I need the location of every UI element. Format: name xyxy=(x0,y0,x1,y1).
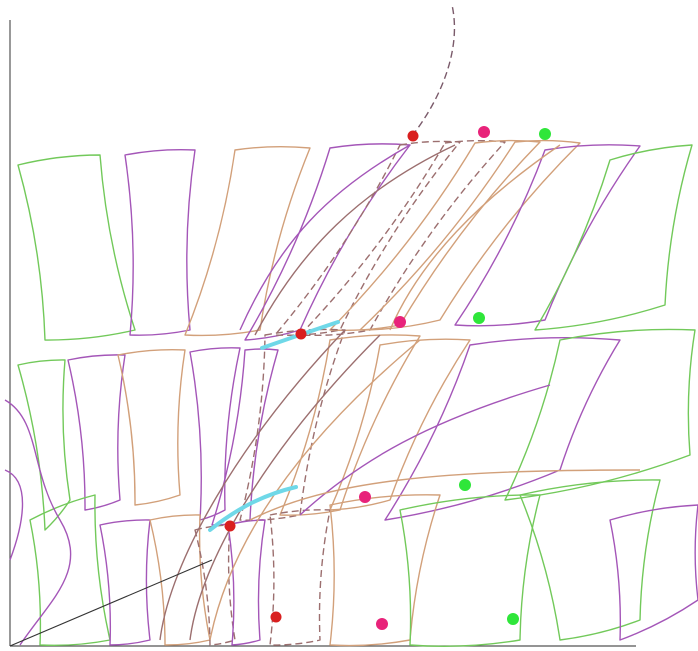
mesh-cell-row1-7 xyxy=(329,139,541,332)
mesh-cell-row2-10 xyxy=(504,328,696,501)
mesh-cell-row3-9 xyxy=(519,479,661,641)
mesh-cell-row1-1 xyxy=(17,154,136,341)
green-marker-row4 xyxy=(507,613,519,625)
mesh-cell-row3-10 xyxy=(609,504,698,641)
mesh-cell-row3-4 xyxy=(194,524,236,646)
mesh-cell-row1-3 xyxy=(184,145,311,337)
mesh-cell-row3-5 xyxy=(227,519,266,646)
mesh-cell-row3-6 xyxy=(269,509,331,646)
mesh-cell-row1-5 xyxy=(274,140,461,336)
magenta-marker-row2 xyxy=(394,316,406,328)
red-marker-row4 xyxy=(270,611,282,623)
magenta-marker-row4 xyxy=(376,618,388,630)
mesh-cells xyxy=(4,139,698,647)
mesh-cell-row2-8 xyxy=(329,338,471,511)
mesh-cell-row2-3 xyxy=(117,349,186,506)
red-marker-row1 xyxy=(407,130,419,142)
shear-line-2 xyxy=(189,334,381,641)
shear-line-5 xyxy=(254,144,456,336)
green-marker-row3 xyxy=(459,479,471,491)
markers xyxy=(224,126,551,630)
green-marker-row2 xyxy=(473,312,485,324)
mesh-cell-row3-3 xyxy=(149,514,211,646)
shear-line-4 xyxy=(239,144,411,331)
mesh-cell-row1-6 xyxy=(299,139,506,337)
mesh-cell-row1-10 xyxy=(534,144,693,331)
mesh-cell-row1-9 xyxy=(454,144,641,327)
left-edge-curve-2 xyxy=(4,469,24,561)
trajectory-trail xyxy=(411,4,456,137)
shear-line-8 xyxy=(249,469,641,521)
mesh-cell-row1-2 xyxy=(124,148,196,336)
left-edge-curve xyxy=(4,399,72,646)
mesh-cell-row2-6 xyxy=(239,328,346,521)
reference-line xyxy=(9,559,213,647)
mesh-cell-row3-2 xyxy=(99,519,151,646)
mesh-cell-row1-8 xyxy=(359,139,581,331)
shear-line-3 xyxy=(209,339,421,641)
mesh-cell-row2-4 xyxy=(189,347,241,521)
highlight-stroke-lower xyxy=(208,485,298,532)
magenta-marker-row3 xyxy=(359,491,371,503)
magenta-marker-row1 xyxy=(478,126,490,138)
mesh-cell-row3-8 xyxy=(399,494,541,647)
mesh-cell-row2-2 xyxy=(67,354,126,511)
guide-lines xyxy=(9,4,456,647)
green-marker-row1 xyxy=(539,128,551,140)
mesh-cell-row2-1 xyxy=(17,359,71,531)
mesh-cell-row3-1 xyxy=(29,494,111,647)
axes xyxy=(9,20,636,647)
shear-line-6 xyxy=(389,144,561,331)
red-marker-row2 xyxy=(295,328,307,340)
shear-line-7 xyxy=(299,384,551,516)
shear-line-1 xyxy=(159,329,346,641)
red-marker-row3 xyxy=(224,520,236,532)
